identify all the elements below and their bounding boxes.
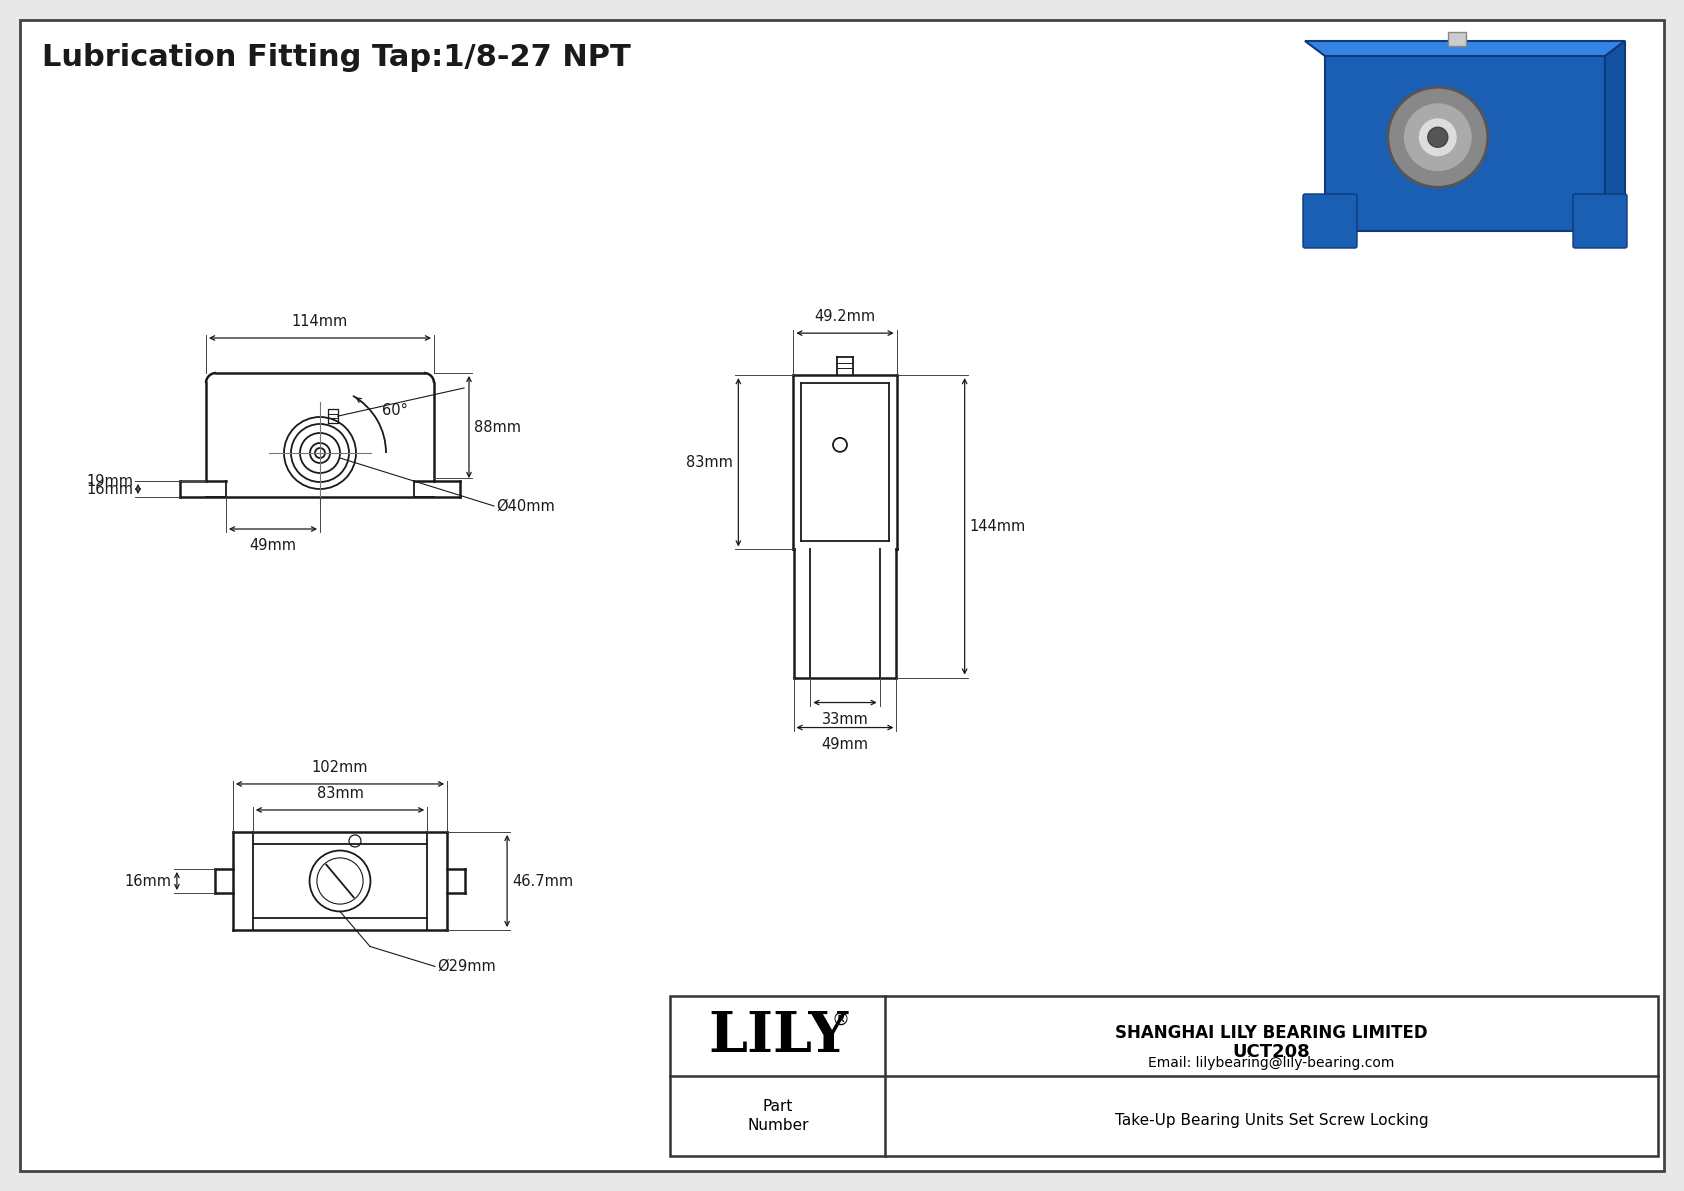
Text: 16mm: 16mm <box>86 481 133 497</box>
Text: 83mm: 83mm <box>317 786 364 802</box>
Text: ®: ® <box>830 1011 849 1029</box>
Text: SHANGHAI LILY BEARING LIMITED: SHANGHAI LILY BEARING LIMITED <box>1115 1024 1428 1042</box>
Text: 83mm: 83mm <box>687 455 733 469</box>
Text: 49mm: 49mm <box>249 538 296 553</box>
Text: UCT208: UCT208 <box>1233 1043 1310 1061</box>
FancyBboxPatch shape <box>1573 194 1627 248</box>
Text: 88mm: 88mm <box>473 419 520 435</box>
Text: 144mm: 144mm <box>970 519 1026 534</box>
Text: 102mm: 102mm <box>312 760 369 775</box>
Text: 16mm: 16mm <box>125 873 172 888</box>
Text: Take-Up Bearing Units Set Screw Locking: Take-Up Bearing Units Set Screw Locking <box>1115 1114 1428 1128</box>
Text: 49.2mm: 49.2mm <box>815 310 876 324</box>
Bar <box>1295 36 1635 261</box>
Circle shape <box>1418 117 1458 157</box>
Polygon shape <box>1325 56 1605 231</box>
FancyBboxPatch shape <box>1303 194 1357 248</box>
Polygon shape <box>1305 40 1625 56</box>
Circle shape <box>1388 87 1487 187</box>
Text: Ø29mm: Ø29mm <box>438 959 495 974</box>
Text: 46.7mm: 46.7mm <box>512 873 573 888</box>
Text: 33mm: 33mm <box>822 711 869 727</box>
Bar <box>1448 32 1467 46</box>
Text: Email: lilybearing@lily-bearing.com: Email: lilybearing@lily-bearing.com <box>1148 1056 1394 1071</box>
Circle shape <box>1428 127 1448 148</box>
Polygon shape <box>1605 40 1625 231</box>
Text: 60°: 60° <box>382 403 408 418</box>
Bar <box>670 996 1659 1156</box>
Text: 19mm: 19mm <box>86 474 133 488</box>
Circle shape <box>1403 102 1474 173</box>
Text: Ø40mm: Ø40mm <box>497 499 554 513</box>
Text: Lubrication Fitting Tap:1/8-27 NPT: Lubrication Fitting Tap:1/8-27 NPT <box>42 43 632 71</box>
Text: LILY: LILY <box>707 1009 849 1064</box>
Text: 114mm: 114mm <box>291 314 349 329</box>
Text: Part
Number: Part Number <box>748 1098 808 1134</box>
Text: 49mm: 49mm <box>822 736 869 752</box>
